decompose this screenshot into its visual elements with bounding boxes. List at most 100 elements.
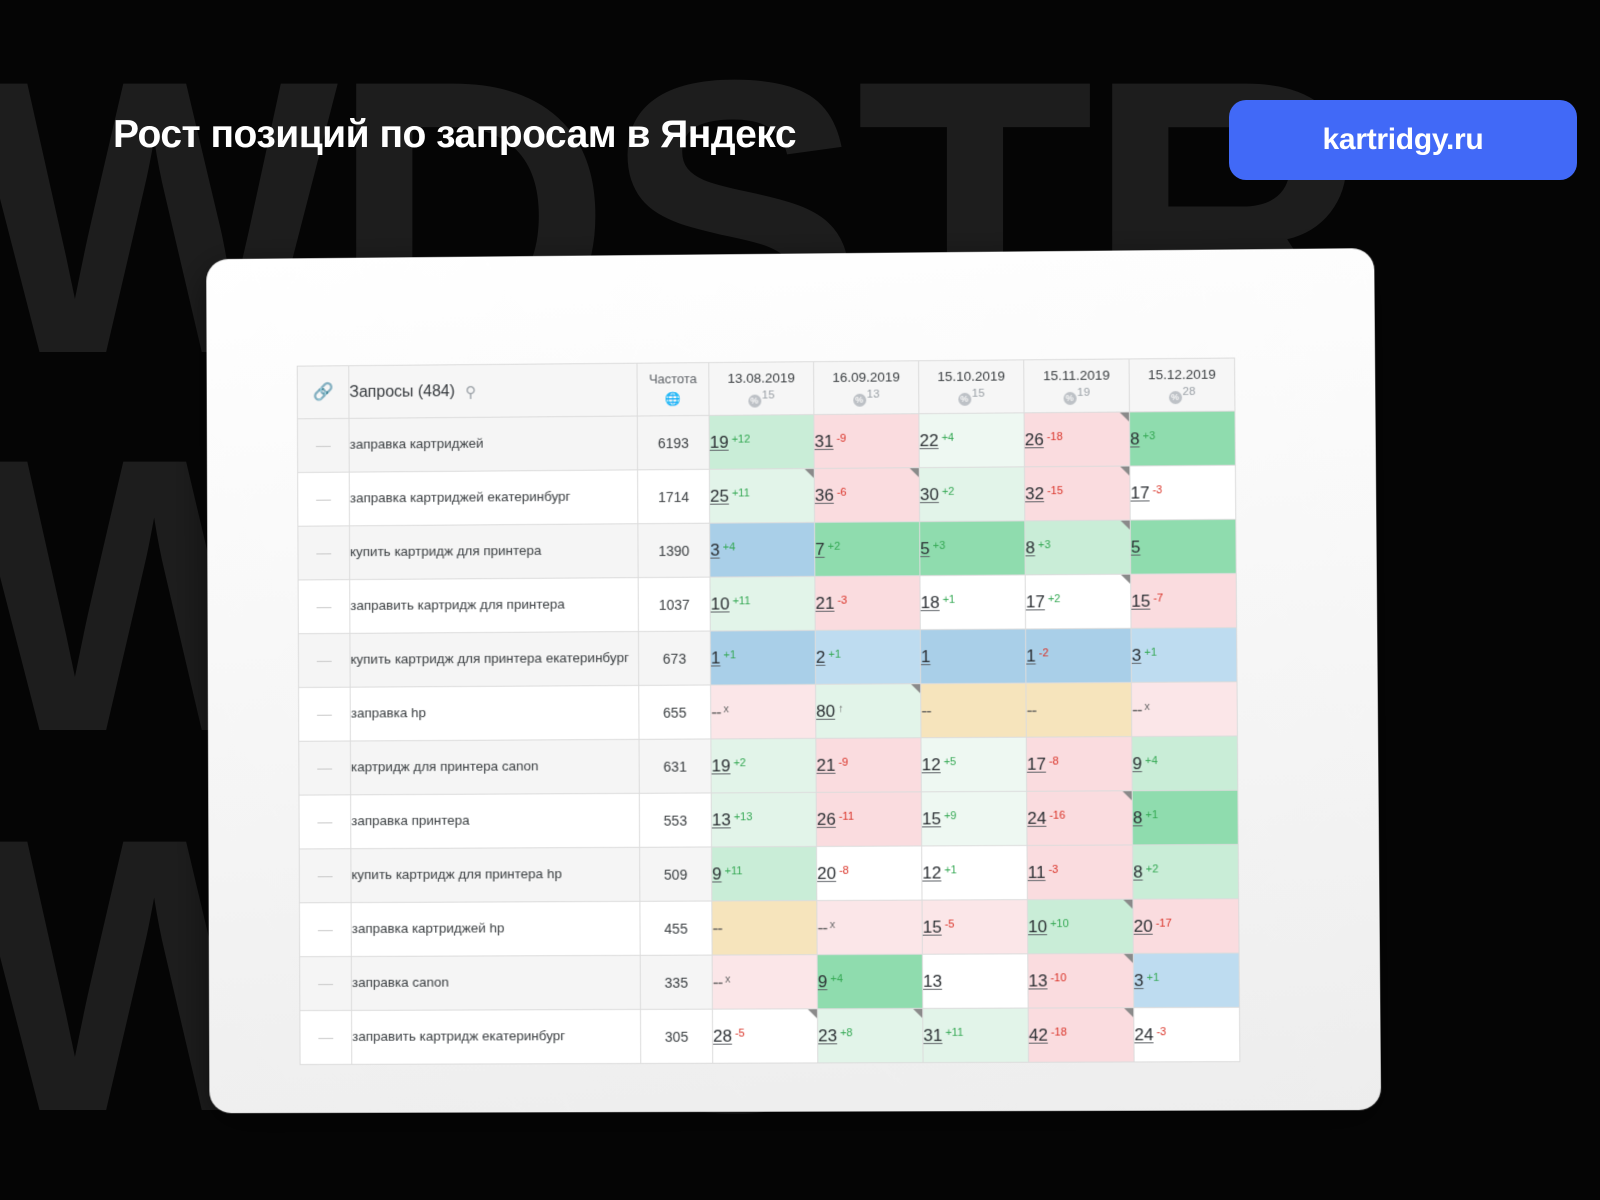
query-text[interactable]: заправка картриджей hp	[351, 901, 641, 957]
position-cell[interactable]: 30 +2	[919, 466, 1025, 522]
column-header-date-4[interactable]: 15.11.2019 % 19	[1023, 358, 1130, 413]
position-cell[interactable]: 25 +11	[709, 468, 815, 524]
row-drag-handle-icon[interactable]: —	[297, 418, 350, 473]
table-row[interactable]: — заправить картридж екатеринбург 305 28 -5 2…	[299, 1007, 1240, 1065]
position-cell[interactable]: 26 -11	[816, 791, 922, 847]
position-cell[interactable]: 1	[920, 628, 1026, 684]
table-row[interactable]: — заправка hp 655 -- x 80 ↑ -- -- -- x	[298, 681, 1238, 742]
position-cell[interactable]: 31 +11	[922, 1008, 1029, 1063]
position-cell[interactable]: 8 +1	[1132, 790, 1239, 845]
position-cell[interactable]: --	[920, 683, 1027, 738]
position-cell[interactable]: 32 -15	[1024, 466, 1131, 521]
query-text[interactable]: заправка картриджей екатеринбург	[349, 469, 638, 526]
position-cell[interactable]: 9 +4	[817, 954, 923, 1009]
table-row[interactable]: — заправка canon 335 -- x 9 +4 13 13 -10 3 +1	[299, 952, 1240, 1011]
position-cell[interactable]: -- x	[816, 900, 923, 955]
position-cell[interactable]: 8 +3	[1129, 411, 1236, 467]
position-cell[interactable]: 18 +1	[919, 574, 1026, 630]
position-cell[interactable]: 3 +1	[1133, 952, 1240, 1008]
position-cell[interactable]: 12 +5	[920, 737, 1027, 792]
position-cell[interactable]: 36 -6	[814, 467, 920, 523]
position-cell[interactable]: 19 +12	[709, 414, 815, 470]
query-text[interactable]: заправка canon	[351, 955, 641, 1011]
query-text[interactable]: купить картридж для принтера екатеринбур…	[349, 631, 639, 688]
position-cell[interactable]: 24 -3	[1133, 1007, 1240, 1062]
row-drag-handle-icon[interactable]: —	[297, 472, 350, 527]
table-row[interactable]: — заправка картриджей hp 455 -- -- x 15 -5 10 +10…	[299, 898, 1240, 957]
position-cell[interactable]: 42 -18	[1028, 1007, 1135, 1063]
row-drag-handle-icon[interactable]: —	[298, 740, 351, 796]
position-cell[interactable]: 9 +4	[1131, 735, 1238, 791]
position-cell[interactable]: 2 +1	[815, 629, 921, 685]
table-row[interactable]: — заправка принтера 553 13 +13 26 -11 15 +9 24 -16…	[298, 790, 1239, 849]
row-drag-handle-icon[interactable]: —	[299, 1010, 352, 1065]
position-cell[interactable]: --	[1025, 682, 1132, 738]
query-text[interactable]: заправка hp	[350, 685, 640, 741]
row-drag-handle-icon[interactable]: —	[299, 848, 352, 903]
position-cell[interactable]: 26 -18	[1024, 411, 1130, 467]
position-cell[interactable]: 5 +3	[919, 520, 1026, 576]
position-cell[interactable]: -- x	[712, 954, 818, 1010]
search-icon[interactable]: ⚲	[465, 383, 477, 401]
position-cell[interactable]: 17 +2	[1025, 574, 1131, 629]
position-cell[interactable]: 11 -3	[1027, 844, 1133, 900]
table-row[interactable]: — картридж для принтера canon 631 19 +2 21 -9 1…	[298, 735, 1238, 796]
position-cell[interactable]: 17 -3	[1129, 465, 1236, 521]
position-cell[interactable]: 3 +1	[1130, 627, 1238, 683]
position-cell[interactable]: 13	[922, 953, 1029, 1009]
position-cell[interactable]: 3 +4	[709, 522, 815, 578]
row-drag-handle-icon[interactable]: —	[299, 902, 352, 957]
position-cell[interactable]: 15 -7	[1130, 573, 1237, 629]
column-header-date-5[interactable]: 15.12.2019 % 28	[1129, 358, 1235, 412]
row-drag-handle-icon[interactable]: —	[299, 956, 352, 1011]
query-text[interactable]: заправить картридж екатеринбург	[351, 1009, 641, 1065]
position-cell[interactable]: 10 +11	[709, 576, 816, 632]
query-text[interactable]: заправка картриджей	[348, 416, 638, 473]
position-cell[interactable]: 8 +3	[1024, 520, 1131, 575]
column-header-date-3[interactable]: 15.10.2019 % 15	[918, 359, 1025, 414]
position-cell[interactable]: 23 +8	[817, 1008, 924, 1063]
position-cell[interactable]: 10 +10	[1027, 899, 1134, 954]
table-row[interactable]: — заправка картриджей 6193 19 +12 31 -9 22 +4 26-…	[297, 411, 1236, 473]
column-header-date-1[interactable]: 13.08.2019 % 15	[708, 361, 814, 416]
position-cell[interactable]: --	[711, 900, 818, 956]
query-text[interactable]: купить картридж для принтера	[349, 523, 639, 580]
row-drag-handle-icon[interactable]: —	[298, 687, 351, 742]
row-drag-handle-icon[interactable]: —	[298, 633, 351, 688]
position-cell[interactable]: 20 -8	[816, 845, 923, 901]
position-cell[interactable]: 7 +2	[814, 521, 920, 577]
table-row[interactable]: — купить картридж для принтера екатеринбу…	[298, 627, 1238, 688]
position-cell[interactable]: 31 -9	[813, 413, 920, 469]
query-text[interactable]: заправить картридж для принтера	[349, 577, 639, 634]
table-row[interactable]: — купить картридж для принтера 1390 3 +4 7 +2 5…	[297, 519, 1237, 580]
position-cell[interactable]: 1 +1	[710, 630, 816, 685]
position-cell[interactable]: 15 -5	[922, 899, 1028, 955]
position-cell[interactable]: -- x	[710, 684, 816, 739]
position-cell[interactable]: 13 +13	[711, 792, 817, 847]
row-drag-handle-icon[interactable]: —	[298, 794, 351, 849]
row-drag-handle-icon[interactable]: —	[298, 579, 350, 634]
column-header-date-2[interactable]: 16.09.2019 % 13	[813, 360, 919, 415]
position-cell[interactable]: 8 +2	[1132, 844, 1239, 900]
query-text[interactable]: заправка принтера	[350, 793, 640, 849]
position-cell[interactable]: 20 -17	[1132, 898, 1240, 954]
position-cell[interactable]: 9 +11	[711, 846, 817, 902]
row-drag-handle-icon[interactable]: —	[297, 525, 350, 580]
column-header-queries[interactable]: Запросы (484) ⚲	[348, 363, 638, 419]
table-row[interactable]: — заправить картридж для принтера 1037 10 +1…	[298, 573, 1237, 634]
query-text[interactable]: купить картридж для принтера hp	[350, 847, 640, 903]
position-cell[interactable]: 19 +2	[710, 738, 817, 793]
position-cell[interactable]: 21 -9	[815, 737, 922, 793]
query-text[interactable]: картридж для принтера canon	[350, 739, 640, 795]
column-header-link[interactable]: 🔗	[297, 365, 349, 419]
position-cell[interactable]: 5	[1130, 519, 1237, 575]
position-cell[interactable]: 22 +4	[918, 412, 1025, 468]
position-cell[interactable]: 13 -10	[1027, 953, 1134, 1009]
position-cell[interactable]: 15 +9	[921, 791, 1028, 846]
position-cell[interactable]: 80 ↑	[815, 683, 921, 739]
position-cell[interactable]: 1 -2	[1025, 628, 1132, 684]
position-cell[interactable]: 24 -16	[1026, 790, 1133, 846]
position-cell[interactable]: 21 -3	[814, 575, 921, 631]
position-cell[interactable]: -- x	[1131, 681, 1238, 737]
position-cell[interactable]: 12 +1	[921, 845, 1028, 901]
